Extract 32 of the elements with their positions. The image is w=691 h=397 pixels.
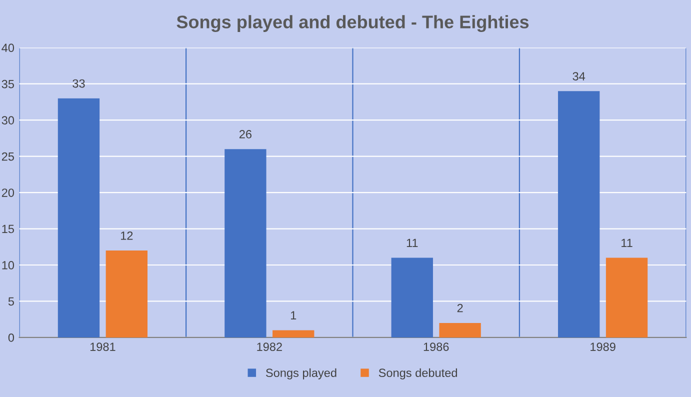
bar (106, 250, 148, 338)
y-tick-label: 25 (2, 152, 14, 161)
legend-label: Songs played (266, 368, 336, 380)
bar (606, 258, 648, 338)
data-label: 11 (622, 238, 632, 247)
x-tick-label: 1989 (590, 342, 616, 351)
data-label: 2 (457, 304, 463, 312)
y-tick-label: 20 (2, 188, 14, 197)
bar (58, 98, 100, 338)
bar (224, 149, 266, 338)
y-tick-label: 15 (2, 224, 14, 234)
y-tick-label: 35 (2, 80, 14, 88)
data-label: 11 (406, 238, 418, 247)
y-tick-label: 0 (8, 333, 14, 342)
data-label: 12 (121, 231, 133, 240)
data-label: 33 (72, 79, 85, 88)
y-tick-label: 10 (2, 261, 14, 270)
y-tick-label: 5 (8, 297, 14, 306)
y-tick-label: 30 (2, 116, 14, 124)
data-label: 34 (572, 72, 586, 80)
bar (439, 322, 481, 338)
y-tick-label: 40 (2, 44, 14, 52)
data-label: 26 (239, 130, 252, 138)
data-label: 1 (290, 311, 296, 320)
bar (391, 258, 433, 338)
bar (558, 91, 600, 338)
x-tick-label: 1986 (424, 342, 449, 351)
x-tick-label: 1981 (90, 342, 116, 351)
chart-title: Songs played and debuted - The Eighties (176, 15, 529, 32)
bar (272, 330, 314, 338)
legend-label: Songs debuted (378, 368, 457, 380)
x-tick-label: 1982 (257, 342, 282, 351)
